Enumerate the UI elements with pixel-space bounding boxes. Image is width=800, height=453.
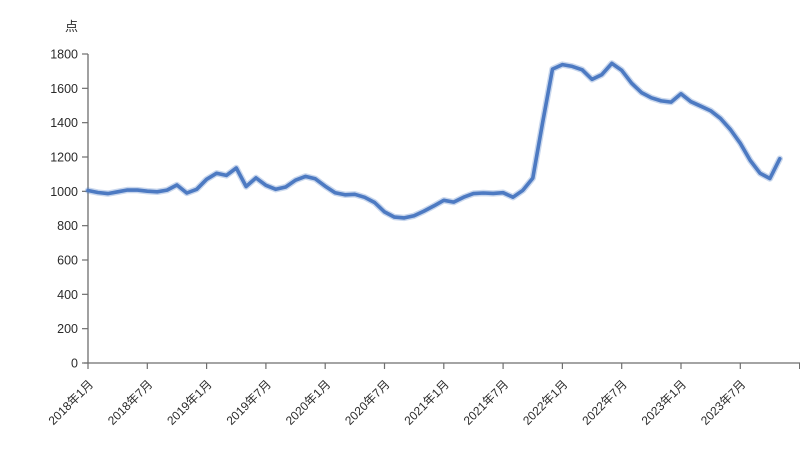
x-axis-tick-label: 2021年1月 bbox=[401, 377, 451, 427]
y-axis-tick-label: 1200 bbox=[50, 151, 78, 165]
y-axis-unit-label: 点 bbox=[64, 19, 78, 34]
index-line bbox=[86, 61, 782, 220]
x-axis-tick-label: 2022年7月 bbox=[579, 377, 629, 427]
y-axis-tick-label: 200 bbox=[57, 322, 78, 336]
y-axis-tick-label: 1600 bbox=[50, 82, 78, 96]
y-axis-tick-label: 800 bbox=[57, 219, 78, 233]
y-axis-tick-label: 400 bbox=[57, 288, 78, 302]
x-axis-tick-label: 2018年7月 bbox=[105, 377, 155, 427]
x-axis-tick-label: 2021年7月 bbox=[461, 377, 511, 427]
x-axis-tick-label: 2023年1月 bbox=[639, 377, 689, 427]
y-axis-tick-label: 600 bbox=[57, 254, 78, 268]
y-axis-tick-label: 0 bbox=[71, 357, 78, 371]
x-axis-tick-label: 2020年1月 bbox=[283, 377, 333, 427]
y-axis-tick-label: 1800 bbox=[50, 48, 78, 62]
x-axis-tick-label: 2023年7月 bbox=[698, 377, 748, 427]
x-axis-tick-label: 2018年1月 bbox=[46, 377, 96, 427]
y-axis-tick-label: 1000 bbox=[50, 185, 78, 199]
x-axis-tick-label: 2020年7月 bbox=[342, 377, 392, 427]
x-axis-tick-label: 2022年1月 bbox=[520, 377, 570, 427]
y-axis-tick-label: 1400 bbox=[50, 116, 78, 130]
x-axis-tick-label: 2019年7月 bbox=[224, 377, 274, 427]
index-line-halo bbox=[84, 60, 783, 222]
x-axis-tick-label: 2019年1月 bbox=[164, 377, 214, 427]
